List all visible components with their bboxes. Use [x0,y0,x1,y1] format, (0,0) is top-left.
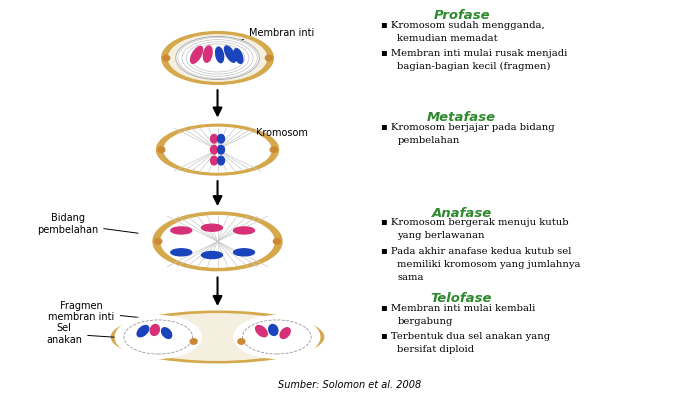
Ellipse shape [162,31,273,84]
Text: Fragmen
membran inti: Fragmen membran inti [48,301,155,322]
Text: Metafase: Metafase [427,112,496,125]
Ellipse shape [155,239,162,244]
Ellipse shape [211,145,218,154]
Ellipse shape [153,212,282,271]
Text: bergabung: bergabung [398,317,453,326]
Ellipse shape [157,124,279,175]
Ellipse shape [234,227,255,234]
Ellipse shape [218,134,225,143]
Ellipse shape [270,147,277,152]
Text: ▪ Kromosom sudah mengganda,: ▪ Kromosom sudah mengganda, [382,21,545,30]
Ellipse shape [265,55,272,61]
Text: sama: sama [398,273,424,282]
Ellipse shape [169,35,267,81]
Ellipse shape [218,145,225,154]
Text: bagian-bagian kecil (fragmen): bagian-bagian kecil (fragmen) [398,62,551,72]
Text: ▪ Terbentuk dua sel anakan yang: ▪ Terbentuk dua sel anakan yang [382,332,550,341]
Ellipse shape [190,46,202,63]
Ellipse shape [211,156,218,165]
Ellipse shape [162,328,172,338]
Ellipse shape [137,325,148,337]
Text: Telofase: Telofase [430,292,492,305]
Ellipse shape [269,325,278,335]
Text: Sel
anakan: Sel anakan [46,323,138,345]
Text: ▪ Kromosom bergerak menuju kutub: ▪ Kromosom bergerak menuju kutub [382,219,569,228]
Ellipse shape [116,316,201,358]
Text: ▪ Membran inti mulai kembali: ▪ Membran inti mulai kembali [382,304,536,313]
Ellipse shape [162,216,274,267]
Text: yang berlawanan: yang berlawanan [398,231,485,240]
Ellipse shape [171,227,192,234]
Ellipse shape [164,127,271,172]
Ellipse shape [202,252,223,259]
Ellipse shape [211,134,218,143]
Ellipse shape [161,216,274,267]
Ellipse shape [256,325,267,337]
Ellipse shape [234,49,243,63]
Text: Kromosom: Kromosom [241,128,308,141]
Ellipse shape [218,156,225,165]
Text: Profase: Profase [433,9,490,22]
Ellipse shape [216,47,223,62]
Text: ▪ Membran inti mulai rusak menjadi: ▪ Membran inti mulai rusak menjadi [382,50,568,59]
Text: bersifat diploid: bersifat diploid [398,345,475,354]
Text: memiliki kromosom yang jumlahnya: memiliki kromosom yang jumlahnya [398,260,581,269]
Ellipse shape [202,224,223,231]
Ellipse shape [190,339,197,344]
Text: ▪ Pada akhir anafase kedua kutub sel: ▪ Pada akhir anafase kedua kutub sel [382,247,572,256]
Ellipse shape [234,249,255,256]
Ellipse shape [238,339,245,344]
Ellipse shape [158,147,165,152]
Ellipse shape [274,239,280,244]
Ellipse shape [171,249,192,256]
Ellipse shape [225,46,236,62]
Ellipse shape [164,128,271,172]
Ellipse shape [111,311,323,363]
Ellipse shape [234,316,320,358]
Text: Anafase: Anafase [431,207,491,220]
Text: Membran inti: Membran inti [231,28,314,42]
Text: Bidang
pembelahan: Bidang pembelahan [37,213,138,235]
Text: kemudian memadat: kemudian memadat [398,34,498,43]
Ellipse shape [150,325,160,335]
Text: Sumber: Solomon et al. 2008: Sumber: Solomon et al. 2008 [279,380,421,390]
Ellipse shape [122,314,313,360]
Ellipse shape [162,55,169,61]
Text: ▪ Kromosom berjajar pada bidang: ▪ Kromosom berjajar pada bidang [382,123,555,132]
Text: pembelahan: pembelahan [398,136,460,145]
Ellipse shape [280,328,290,338]
Ellipse shape [204,46,212,62]
Ellipse shape [176,37,260,79]
